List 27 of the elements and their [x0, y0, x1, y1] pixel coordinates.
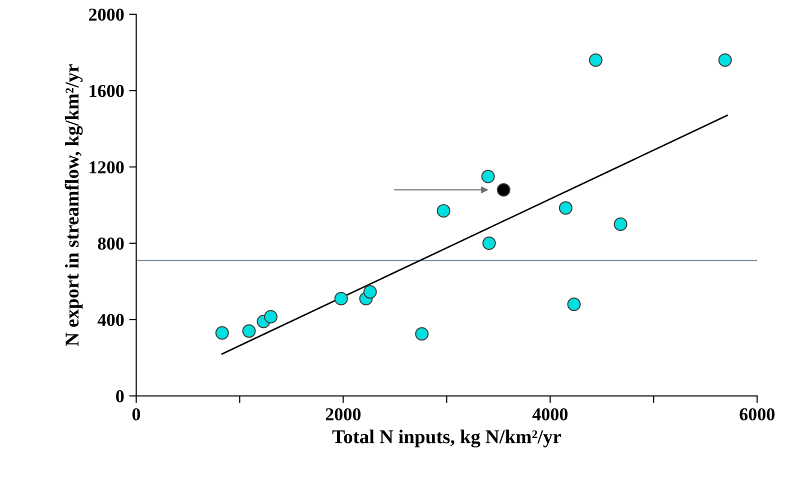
point	[558, 201, 572, 215]
point	[436, 204, 450, 218]
y-tick-label: 2000	[89, 8, 124, 21]
point	[718, 53, 732, 67]
y-tick-label: 1200	[90, 161, 124, 174]
point	[215, 326, 229, 340]
point	[334, 292, 348, 306]
x-tick-label: 4000	[532, 408, 568, 420]
point	[614, 217, 628, 231]
y-tick-label: 1600	[90, 84, 124, 98]
point	[496, 183, 510, 197]
y-tick-label: 800	[98, 238, 124, 250]
x-tick-label: 2000	[326, 408, 361, 420]
point	[588, 53, 602, 67]
point	[415, 327, 429, 341]
point	[481, 170, 495, 184]
point	[242, 324, 256, 338]
y-axis-title: N export in streamflow, kg/km²/yr	[64, 64, 83, 346]
point	[482, 236, 496, 250]
x-tick-label: 0	[132, 408, 140, 420]
point	[264, 310, 278, 324]
point	[567, 298, 581, 312]
x-axis-title: Total N inputs, kg N/km²/yr	[332, 430, 561, 448]
x-tick-label: 6000	[740, 408, 775, 420]
y-tick-label: 0	[116, 390, 124, 402]
y-tick-label: 400	[98, 314, 124, 326]
point	[363, 285, 377, 299]
